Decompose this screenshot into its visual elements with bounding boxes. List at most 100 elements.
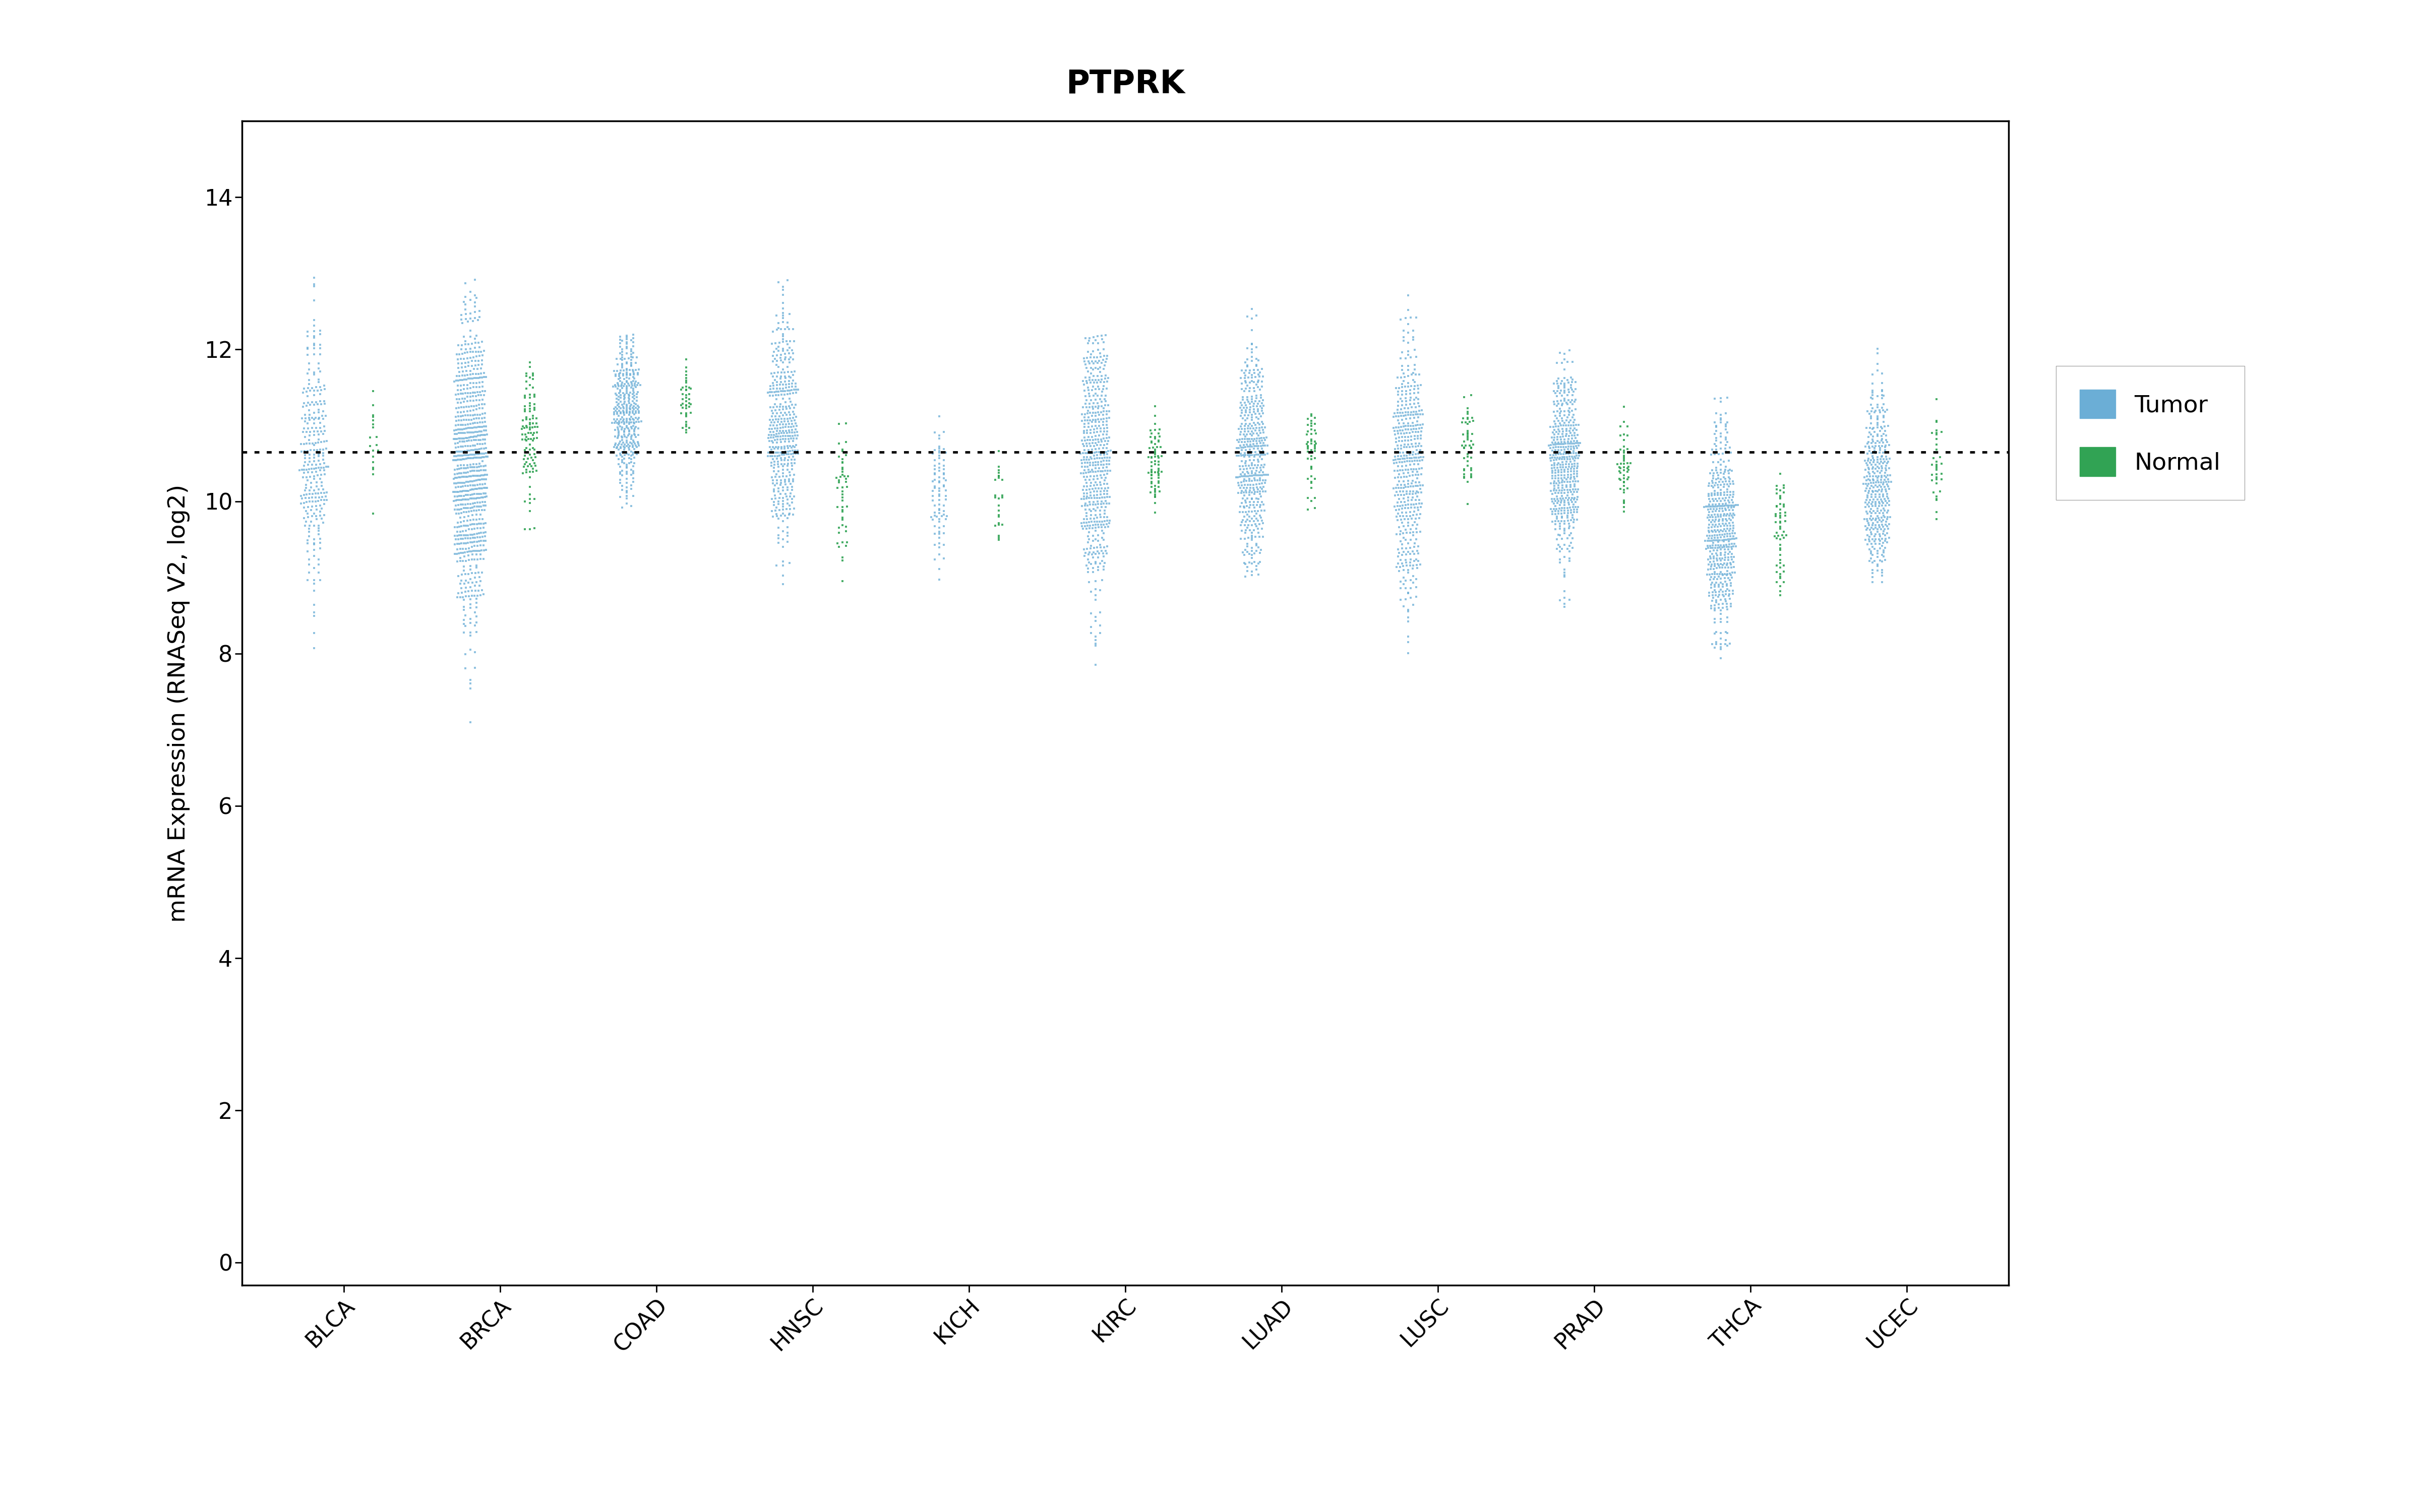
Point [440, 510, 479, 534]
Point [607, 414, 646, 438]
Point [1709, 537, 1747, 561]
Point [765, 337, 803, 361]
Point [1074, 467, 1113, 491]
Point [1861, 440, 1900, 464]
Point [353, 451, 392, 475]
Point [1534, 469, 1573, 493]
Point [767, 395, 806, 419]
Point [1537, 466, 1575, 490]
Point [1447, 419, 1486, 443]
Point [1065, 411, 1104, 435]
Point [612, 383, 651, 407]
Point [1689, 494, 1728, 519]
Point [1871, 446, 1909, 470]
Point [1241, 499, 1280, 523]
Point [290, 446, 329, 470]
Point [1556, 398, 1595, 422]
Point [1699, 575, 1738, 599]
Point [1558, 485, 1597, 510]
Point [1133, 422, 1171, 446]
Point [605, 390, 644, 414]
Point [1087, 440, 1125, 464]
Point [1706, 460, 1745, 484]
Point [1699, 523, 1738, 547]
Point [450, 280, 489, 304]
Point [1227, 552, 1266, 576]
Point [1762, 537, 1800, 561]
Point [1704, 528, 1742, 552]
Point [1389, 331, 1428, 355]
Point [295, 481, 334, 505]
Point [1546, 463, 1585, 487]
Point [1239, 520, 1278, 544]
Point [1287, 434, 1326, 458]
Point [1222, 426, 1261, 451]
Point [1072, 476, 1111, 500]
Point [1764, 473, 1803, 497]
Point [1077, 528, 1116, 552]
Point [760, 331, 799, 355]
Point [1399, 497, 1437, 522]
Point [460, 529, 499, 553]
Point [605, 367, 644, 392]
Point [1704, 523, 1742, 547]
Point [1379, 383, 1418, 407]
Point [288, 540, 327, 564]
Point [620, 410, 658, 434]
Point [1225, 407, 1263, 431]
Point [1229, 519, 1268, 543]
Point [605, 383, 644, 407]
Point [1399, 460, 1437, 484]
Point [765, 348, 803, 372]
Point [1392, 493, 1430, 517]
Point [1701, 606, 1740, 631]
Point [295, 360, 334, 384]
Point [1539, 496, 1578, 520]
Point [467, 529, 506, 553]
Point [1851, 435, 1890, 460]
Point [1227, 369, 1266, 393]
Point [1392, 345, 1430, 369]
Point [305, 392, 344, 416]
Point [1445, 458, 1483, 482]
Point [607, 487, 646, 511]
Point [1713, 458, 1752, 482]
Point [1696, 535, 1735, 559]
Point [515, 420, 554, 445]
Point [448, 429, 486, 454]
Point [1241, 434, 1280, 458]
Point [450, 711, 489, 735]
Point [612, 348, 651, 372]
Point [1232, 340, 1270, 364]
Point [1379, 555, 1418, 579]
Point [823, 457, 862, 481]
Point [915, 514, 953, 538]
Point [1551, 390, 1590, 414]
Point [1854, 372, 1892, 396]
Point [1292, 417, 1331, 442]
Point [1861, 532, 1900, 556]
Point [305, 488, 344, 513]
Point [1868, 500, 1907, 525]
Point [1396, 363, 1435, 387]
Point [1861, 522, 1900, 546]
Point [1394, 493, 1433, 517]
Point [1866, 434, 1905, 458]
Point [750, 395, 789, 419]
Point [1382, 490, 1421, 514]
Point [503, 448, 542, 472]
Point [612, 352, 651, 376]
Point [1694, 497, 1733, 522]
Point [295, 333, 334, 357]
Point [600, 410, 639, 434]
Point [612, 443, 651, 467]
Point [1232, 461, 1270, 485]
Point [1072, 499, 1111, 523]
Point [455, 305, 494, 330]
Point [755, 479, 794, 503]
Point [762, 380, 801, 404]
Point [1067, 331, 1106, 355]
Point [1404, 445, 1442, 469]
Point [503, 428, 542, 452]
Point [760, 497, 799, 522]
